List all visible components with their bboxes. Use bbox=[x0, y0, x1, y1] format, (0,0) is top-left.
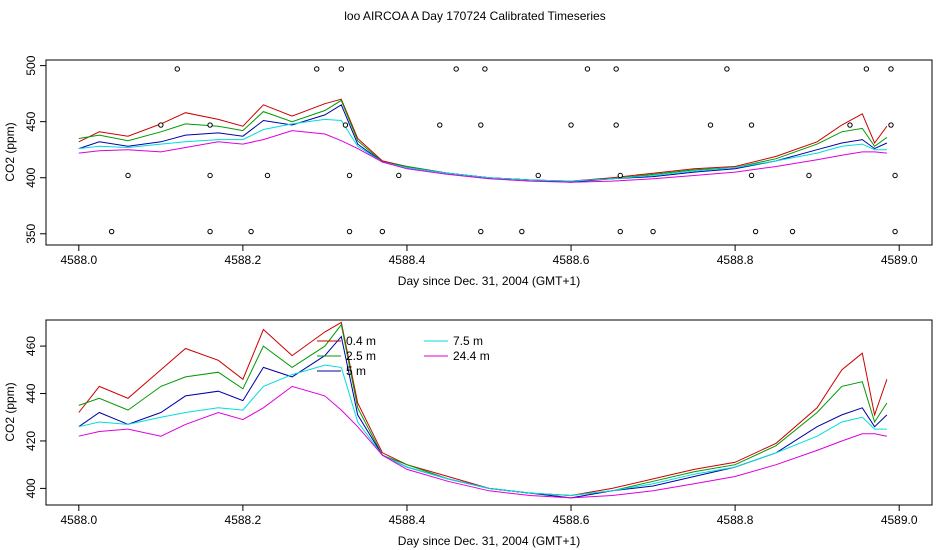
top-data-point bbox=[478, 122, 484, 128]
top-data-point bbox=[707, 122, 714, 128]
top-y-tick-label: 450 bbox=[24, 111, 38, 131]
top-data-point bbox=[617, 172, 623, 179]
top-series-line-5m bbox=[78, 104, 888, 183]
top-data-point bbox=[207, 172, 213, 179]
bottom-x-tick-label: 4588.2 bbox=[225, 513, 262, 527]
top-data-point bbox=[617, 228, 623, 235]
top-data-point bbox=[174, 66, 180, 72]
top-data-point bbox=[535, 172, 541, 179]
top-data-point bbox=[482, 66, 488, 72]
top-data-point bbox=[863, 66, 870, 72]
top-data-point bbox=[888, 122, 894, 128]
chart-title: loo AIRCOA A Day 170724 Calibrated Times… bbox=[344, 9, 605, 23]
top-panel: 4588.0 4588.2 4588.4 4588.6 4588.8 4589.0 350 4… bbox=[3, 55, 933, 288]
top-x-tick-label: 4588.8 bbox=[717, 253, 754, 267]
top-data-point bbox=[248, 228, 254, 235]
top-data-point bbox=[748, 122, 755, 128]
top-x-tick-label: 4588.2 bbox=[225, 253, 262, 267]
top-data-point bbox=[346, 228, 353, 235]
bottom-series-layer bbox=[78, 321, 888, 499]
top-data-point bbox=[613, 66, 619, 72]
bottom-x-axis-label: Day since Dec. 31, 2004 (GMT+1) bbox=[398, 534, 580, 548]
legend-label-5m: 5 m bbox=[346, 364, 366, 378]
top-data-point bbox=[519, 228, 525, 235]
top-data-point bbox=[584, 66, 591, 72]
bottom-y-tick-label: 460 bbox=[24, 336, 38, 356]
top-plot-frame bbox=[45, 59, 933, 246]
top-y-tick-label: 350 bbox=[24, 223, 38, 243]
top-data-point bbox=[613, 122, 619, 128]
legend-label-2.5m: 2.5 m bbox=[346, 349, 376, 363]
top-data-point bbox=[346, 172, 353, 179]
top-data-point bbox=[847, 122, 853, 128]
bottom-plot-frame bbox=[45, 319, 933, 506]
top-data-point bbox=[264, 172, 271, 179]
top-data-point bbox=[650, 228, 656, 235]
bottom-y-tick-label: 400 bbox=[24, 478, 38, 498]
top-data-point bbox=[342, 122, 349, 128]
bottom-x-tick-label: 4588.0 bbox=[60, 513, 97, 527]
bottom-y-tick-label: 440 bbox=[24, 383, 38, 403]
top-series-line-04m bbox=[78, 98, 888, 182]
top-data-point bbox=[568, 122, 574, 128]
legend-label-24.4m: 24.4 m bbox=[453, 349, 490, 363]
top-data-point bbox=[888, 66, 894, 72]
bottom-x-tick-label: 4588.4 bbox=[389, 513, 426, 527]
top-series-layer bbox=[78, 66, 898, 235]
top-data-point bbox=[207, 122, 213, 128]
legend: 0.4 m 2.5 m 5 m 7.5 m 24.4 m bbox=[317, 334, 490, 378]
top-data-point bbox=[338, 66, 345, 72]
top-axes: 4588.0 4588.2 4588.4 4588.6 4588.8 4589.0 350 4… bbox=[24, 55, 918, 267]
top-series-line-75m bbox=[78, 118, 887, 182]
top-x-tick-label: 4588.6 bbox=[553, 253, 590, 267]
top-data-point bbox=[892, 228, 898, 235]
bottom-axes: 4588.0 4588.2 4588.4 4588.6 4588.8 4589.0 400 4… bbox=[24, 336, 918, 527]
top-data-point bbox=[752, 228, 759, 235]
top-series-line-244m bbox=[78, 130, 887, 183]
top-y-axis-label: CO2 (ppm) bbox=[3, 122, 17, 181]
top-data-point bbox=[207, 228, 213, 235]
bottom-series-line-25m bbox=[78, 323, 888, 497]
top-data-point bbox=[453, 66, 459, 72]
top-data-point bbox=[437, 122, 443, 128]
top-x-tick-label: 4588.4 bbox=[389, 253, 426, 267]
top-x-axis-label: Day since Dec. 31, 2004 (GMT+1) bbox=[398, 274, 580, 288]
bottom-x-tick-label: 4588.6 bbox=[553, 513, 590, 527]
bottom-x-tick-label: 4588.8 bbox=[717, 513, 754, 527]
top-data-point bbox=[789, 228, 796, 235]
bottom-series-line-04m bbox=[78, 321, 888, 497]
top-data-point bbox=[892, 172, 898, 179]
top-data-point bbox=[108, 228, 115, 235]
bottom-y-tick-label: 420 bbox=[24, 431, 38, 451]
top-data-point bbox=[724, 66, 730, 72]
bottom-x-tick-label: 4589.0 bbox=[881, 513, 918, 527]
top-data-point bbox=[379, 228, 386, 235]
legend-label-0.4m: 0.4 m bbox=[346, 334, 376, 348]
bottom-y-axis-label: CO2 (ppm) bbox=[3, 382, 17, 441]
top-data-point bbox=[748, 172, 755, 179]
top-data-point bbox=[478, 228, 484, 235]
top-data-point bbox=[125, 172, 131, 179]
top-series-line-25m bbox=[78, 99, 888, 182]
top-data-point bbox=[396, 172, 402, 179]
bottom-panel: 4588.0 4588.2 4588.4 4588.6 4588.8 4589.0 400 4… bbox=[3, 319, 933, 548]
top-data-point bbox=[806, 172, 812, 179]
top-data-point bbox=[158, 122, 164, 128]
bottom-series-line-244m bbox=[78, 385, 887, 499]
top-x-tick-label: 4589.0 bbox=[881, 253, 918, 267]
top-y-tick-label: 400 bbox=[24, 167, 38, 187]
top-data-point bbox=[314, 66, 320, 72]
legend-label-7.5m: 7.5 m bbox=[453, 334, 483, 348]
bottom-series-line-75m bbox=[78, 364, 887, 497]
top-x-tick-label: 4588.0 bbox=[60, 253, 97, 267]
top-y-tick-label: 500 bbox=[24, 55, 38, 75]
